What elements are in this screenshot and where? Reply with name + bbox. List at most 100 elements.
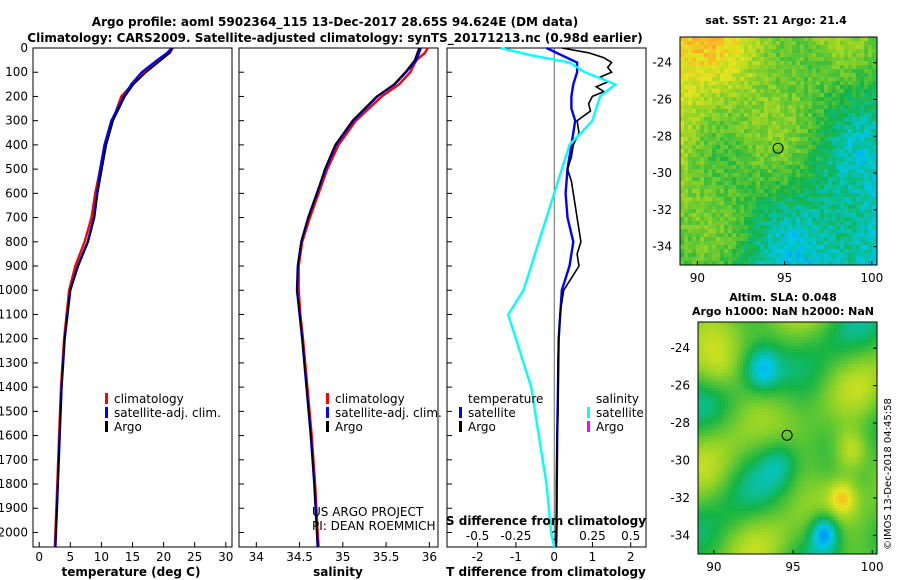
map-cell: [827, 331, 831, 335]
map-cell: [737, 409, 741, 413]
map-cell: [725, 331, 729, 335]
map-cell: [712, 169, 717, 174]
map-cell: [845, 346, 849, 350]
map-cell: [740, 412, 744, 416]
map-cell: [756, 213, 761, 218]
map-cell: [760, 65, 765, 70]
map-cell: [854, 328, 858, 332]
map-cell: [716, 77, 721, 82]
map-cell: [839, 346, 843, 350]
map-cell: [700, 249, 705, 254]
map-cell: [840, 101, 845, 106]
map-cell: [724, 85, 729, 90]
map-cell: [808, 113, 813, 118]
map-cell: [752, 69, 757, 74]
map-cell: [749, 334, 753, 338]
map-cell: [722, 322, 726, 326]
map-cell: [784, 153, 789, 158]
map-cell: [756, 37, 761, 42]
map-cell: [692, 45, 697, 50]
map-cell: [748, 233, 753, 238]
map-cell: [848, 394, 852, 398]
map-cell: [848, 397, 852, 401]
map-cell: [864, 209, 869, 214]
map-cell: [830, 361, 834, 365]
map-cell: [746, 358, 750, 362]
map-cell: [806, 391, 810, 395]
map-cell: [752, 346, 756, 350]
map-cell: [857, 385, 861, 389]
map-cell: [770, 379, 774, 383]
map-cell: [701, 418, 705, 422]
map-cell: [724, 129, 729, 134]
map-cell: [804, 141, 809, 146]
map-cell: [761, 358, 765, 362]
map-cell: [836, 197, 841, 202]
map-cell: [744, 205, 749, 210]
map-cell: [740, 409, 744, 413]
map-cell: [708, 189, 713, 194]
map-cell: [784, 97, 789, 102]
map-cell: [692, 133, 697, 138]
map-cell: [857, 412, 861, 416]
map-cell: [827, 373, 831, 377]
map-cell: [792, 109, 797, 114]
map-cell: [698, 376, 702, 380]
map-cell: [740, 149, 745, 154]
map-cell: [856, 49, 861, 54]
map-cell: [758, 328, 762, 332]
map-cell: [776, 137, 781, 142]
map-cell: [716, 385, 720, 389]
map-cell: [749, 352, 753, 356]
x-tick-label: 10: [94, 550, 109, 564]
project-credit-line1: US ARGO PROJECT: [312, 505, 424, 519]
map-cell: [743, 340, 747, 344]
map-cell: [792, 197, 797, 202]
map-cell: [696, 261, 701, 265]
map-cell: [780, 85, 785, 90]
map-cell: [698, 385, 702, 389]
map-cell: [836, 93, 841, 98]
map-cell: [780, 153, 785, 158]
map-cell: [743, 346, 747, 350]
map-cell: [844, 185, 849, 190]
map-cell: [719, 358, 723, 362]
map-cell: [863, 415, 867, 419]
map-cell: [864, 93, 869, 98]
map-cell: [760, 181, 765, 186]
map-cell: [752, 209, 757, 214]
map-cell: [788, 370, 792, 374]
map-cell: [680, 69, 685, 74]
map-cell: [736, 261, 741, 265]
map-cell: [815, 364, 819, 368]
map-cell: [704, 261, 709, 265]
map-cell: [860, 343, 864, 347]
map-cell: [864, 77, 869, 82]
map-cell: [848, 117, 853, 122]
map-cell: [812, 352, 816, 356]
map-cell: [764, 133, 769, 138]
map-cell: [728, 137, 733, 142]
map-cell: [704, 322, 708, 326]
map-cell: [816, 193, 821, 198]
map-cell: [768, 153, 773, 158]
map-cell: [767, 373, 771, 377]
map-cell: [860, 367, 864, 371]
map-cell: [720, 261, 725, 265]
map-cell: [844, 81, 849, 86]
map-cell: [704, 379, 708, 383]
map-cell: [815, 382, 819, 386]
map-cell: [724, 197, 729, 202]
map-cell: [869, 358, 873, 362]
map-cell: [731, 388, 735, 392]
map-cell: [824, 113, 829, 118]
map-cell: [720, 149, 725, 154]
map-cell: [728, 249, 733, 254]
map-cell: [824, 117, 829, 122]
map-cell: [860, 233, 865, 238]
map-cell: [797, 367, 801, 371]
map-cell: [794, 322, 798, 326]
map-cell: [728, 85, 733, 90]
map-cell: [809, 334, 813, 338]
map-cell: [755, 340, 759, 344]
